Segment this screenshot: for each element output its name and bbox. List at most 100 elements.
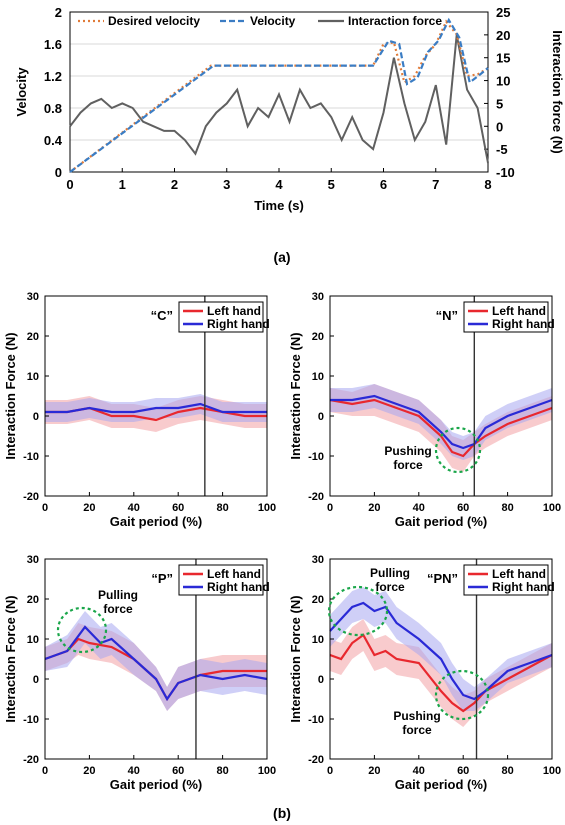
panel-title: “N” <box>436 308 458 323</box>
legend-label: Right hand <box>492 580 555 594</box>
y-tick-label: 2 <box>55 5 62 20</box>
x-tick-label: 1 <box>119 177 126 192</box>
legend-box <box>463 564 549 596</box>
y-tick-label: 20 <box>312 594 324 606</box>
x-tick-label: 2 <box>171 177 178 192</box>
x-tick-label: 40 <box>128 765 140 777</box>
annotation-label: Pushing force <box>384 444 431 472</box>
caption-a: (a) <box>273 249 290 265</box>
confidence-band <box>45 611 267 711</box>
x-tick-label: 7 <box>432 177 439 192</box>
annotation-label-line: force <box>393 458 423 472</box>
x-tick-label: 100 <box>543 765 561 777</box>
series-line <box>329 398 553 458</box>
plot-frame <box>44 295 268 497</box>
legend-label: Right hand <box>207 317 270 331</box>
y2-tick-label: 15 <box>496 51 510 66</box>
x-tick-label: 20 <box>83 765 95 777</box>
y2-tick-label: 0 <box>496 119 503 134</box>
y-tick-label: 30 <box>27 554 39 566</box>
y-tick-label: 10 <box>312 634 324 646</box>
x-tick-label: 20 <box>83 502 95 514</box>
legend-box <box>463 301 549 333</box>
x-tick-label: 80 <box>501 502 513 514</box>
confidence-band <box>330 619 552 727</box>
legend-box <box>178 301 264 333</box>
annotation-label: Pushing force <box>393 709 440 737</box>
panel-N: 0 20 40 60 80 100 -20 -10 0 10 20 30 Gait period (%)… <box>288 291 561 529</box>
y-tick-label: 20 <box>27 594 39 606</box>
legend-box <box>178 564 264 596</box>
y-tick-label: 0.8 <box>44 101 62 116</box>
x-tick-label: 60 <box>457 502 469 514</box>
y-axis-label: Velocity <box>14 67 29 117</box>
y-tick-label: -10 <box>308 451 324 463</box>
x-tick-label: 20 <box>368 765 380 777</box>
annotation-label-line: Pulling <box>370 566 410 580</box>
y-tick-label: 20 <box>312 331 324 343</box>
panel-PN: 0 20 40 60 80 100 -20 -10 0 10 20 30 Gait period (%)… <box>288 554 561 792</box>
plot-frame <box>329 295 553 497</box>
x-axis-label: Gait period (%) <box>395 777 487 792</box>
x-tick-label: 20 <box>368 502 380 514</box>
panel-C: 0 20 40 60 80 100 -20 -10 0 10 20 30 Gait period (%)… <box>3 291 276 529</box>
annotation-circle <box>327 585 389 637</box>
annotation-circle <box>434 426 482 474</box>
y-tick-label: 10 <box>312 371 324 383</box>
x-tick-label: 0 <box>327 502 333 514</box>
y-tick-label: 0 <box>33 674 39 686</box>
x-axis-label: Gait period (%) <box>110 777 202 792</box>
y-axis-label: Interaction Force (N) <box>288 595 303 722</box>
y-axis-label: Interaction Force (N) <box>3 595 18 722</box>
annotation-circle <box>434 669 490 721</box>
x-tick-label: 8 <box>484 177 491 192</box>
series-line <box>69 17 489 173</box>
x-tick-label: 5 <box>328 177 335 192</box>
x-tick-label: 0 <box>327 765 333 777</box>
series-line <box>45 402 267 414</box>
y-tick-label: 0 <box>318 674 324 686</box>
x-tick-label: 100 <box>258 765 276 777</box>
x-tick-label: 4 <box>275 177 283 192</box>
y-tick-label: -20 <box>23 491 39 503</box>
plot-frame <box>44 558 268 760</box>
annotation-label: Pulling force <box>98 588 138 616</box>
caption-b: (b) <box>273 805 291 821</box>
y2-axis-label: Interaction force (N) <box>550 30 565 154</box>
y2-tick-label: 25 <box>496 5 510 20</box>
legend-label: Interaction force <box>348 14 442 28</box>
y-tick-label: -10 <box>308 714 324 726</box>
annotation-circle <box>56 606 108 654</box>
legend-label: Right hand <box>207 580 270 594</box>
x-tick-label: 0 <box>42 502 48 514</box>
y2-tick-label: 20 <box>496 28 510 43</box>
series-line <box>69 34 489 164</box>
x-tick-label: 0 <box>42 765 48 777</box>
y-tick-label: 0 <box>318 411 324 423</box>
panel-P: 0 20 40 60 80 100 -20 -10 0 10 20 30 Gait period (%)… <box>3 554 276 792</box>
y-tick-label: -20 <box>23 754 39 766</box>
x-tick-label: 100 <box>258 502 276 514</box>
legend-label: Left hand <box>207 567 261 581</box>
y-tick-label: 30 <box>312 554 324 566</box>
legend-label: Velocity <box>250 14 296 28</box>
y-tick-label: 10 <box>27 371 39 383</box>
x-axis-label: Gait period (%) <box>395 514 487 529</box>
x-tick-label: 40 <box>413 765 425 777</box>
panel-title: “C” <box>151 308 173 323</box>
x-tick-label: 60 <box>457 765 469 777</box>
y-tick-label: -10 <box>23 714 39 726</box>
annotation-label-line: Pulling <box>98 588 138 602</box>
y2-tick-label: -5 <box>496 142 508 157</box>
x-axis-label: Gait period (%) <box>110 514 202 529</box>
x-tick-label: 3 <box>223 177 230 192</box>
y2-tick-label: -10 <box>496 165 515 180</box>
y-tick-label: 30 <box>312 291 324 303</box>
y-axis-label: Interaction Force (N) <box>3 332 18 459</box>
y-tick-label: 10 <box>27 634 39 646</box>
legend-label: Left hand <box>492 567 546 581</box>
legend-label: Left hand <box>492 304 546 318</box>
x-tick-label: 0 <box>66 177 73 192</box>
x-tick-label: 80 <box>216 765 228 777</box>
